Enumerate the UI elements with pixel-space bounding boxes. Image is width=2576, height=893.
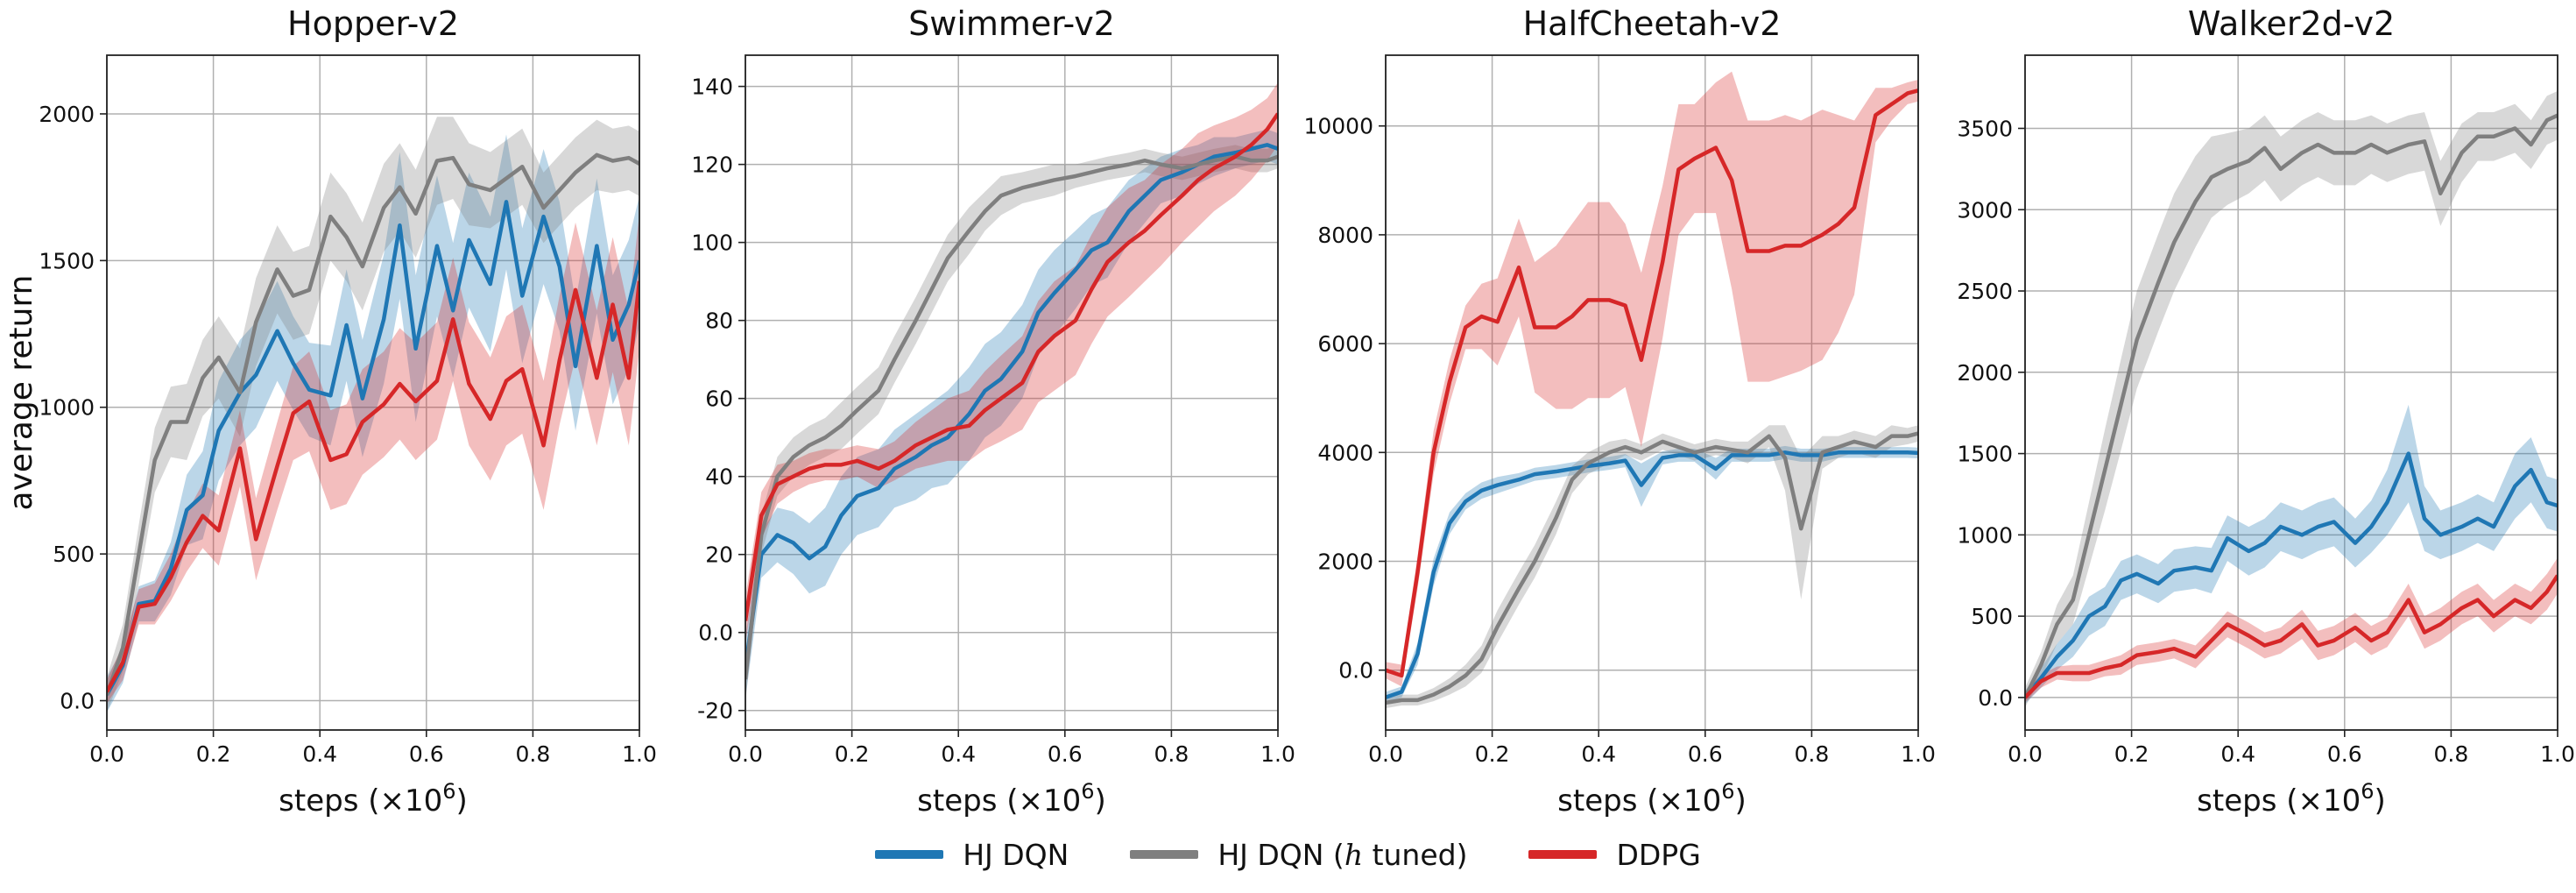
y-tick-label: 2000 bbox=[1317, 549, 1373, 575]
y-tick-label: 0.0 bbox=[1978, 685, 2013, 711]
y-tick-label: 500 bbox=[1971, 604, 2013, 629]
y-tick-label: 0.0 bbox=[60, 689, 95, 714]
y-tick-label: 20 bbox=[705, 542, 733, 568]
legend-item-hj-dqn: HJ DQN bbox=[875, 838, 1069, 872]
legend-swatch bbox=[875, 850, 944, 859]
series-band bbox=[107, 134, 639, 712]
chart-panel-4: 0.0 0.2 0.4 0.6 0.8 1.0 0.0 500 1000 1500 2000 2500… bbox=[1957, 4, 2575, 819]
y-tick-label: 1000 bbox=[39, 395, 95, 421]
series-band bbox=[745, 145, 1278, 703]
y-tick-label: 2500 bbox=[1957, 279, 2013, 304]
x-tick-label: 1.0 bbox=[1901, 741, 1936, 767]
series-line bbox=[107, 280, 639, 693]
y-tick-label: 1500 bbox=[1957, 442, 2013, 467]
y-tick-label: 60 bbox=[705, 386, 733, 412]
series-band bbox=[1386, 71, 1918, 687]
series-band bbox=[2025, 90, 2558, 708]
y-tick-label: 120 bbox=[691, 152, 733, 178]
plot-frame bbox=[106, 54, 640, 731]
y-tick-label: 0.0 bbox=[1338, 658, 1373, 684]
y-tick-label: 2000 bbox=[1957, 360, 2013, 386]
legend-swatch bbox=[1130, 850, 1199, 859]
legend-label: DDPG bbox=[1616, 837, 1701, 872]
y-tick-label: 3500 bbox=[1957, 116, 2013, 141]
y-tick-label: 0.0 bbox=[698, 620, 733, 646]
series-line bbox=[2025, 574, 2558, 699]
y-tick-label: 2000 bbox=[39, 102, 95, 127]
chart-panel-3: 0.0 0.2 0.4 0.6 0.8 1.0 0.0 2000 4000 6000 8000 100… bbox=[1303, 4, 1935, 819]
x-tick-label: 1.0 bbox=[2540, 741, 2575, 767]
plot-frame bbox=[745, 54, 1279, 731]
x-tick-label: 0.2 bbox=[196, 741, 231, 767]
y-tick-label: 10000 bbox=[1303, 114, 1373, 139]
x-tick-label: 0.0 bbox=[89, 741, 124, 767]
legend: HJ DQN HJ DQN (h tuned) DDPG bbox=[0, 824, 2576, 885]
series-line bbox=[2025, 451, 2558, 699]
series-line bbox=[1386, 450, 1918, 699]
y-tick-label: 500 bbox=[53, 542, 95, 567]
x-tick-label: 0.0 bbox=[728, 741, 763, 767]
series-line bbox=[107, 200, 639, 696]
x-tick-label: 0.6 bbox=[2327, 741, 2362, 767]
y-axis-label: average return bbox=[4, 275, 39, 511]
x-axis-label: steps (×106) bbox=[279, 779, 468, 819]
x-tick-label: 0.2 bbox=[835, 741, 870, 767]
series-line bbox=[2025, 113, 2558, 698]
y-tick-label: 40 bbox=[705, 464, 733, 490]
figure: 0.0 0.2 0.4 0.6 0.8 1.0 0.0 500 1000 1500 2000 Hopp… bbox=[4, 4, 2575, 819]
legend-label: HJ DQN bbox=[963, 837, 1069, 872]
x-tick-label: 0.6 bbox=[1048, 741, 1083, 767]
series-band bbox=[1386, 445, 1918, 703]
x-tick-label: 1.0 bbox=[1260, 741, 1295, 767]
y-tick-label: 8000 bbox=[1317, 223, 1373, 248]
legend-swatch bbox=[1528, 850, 1598, 859]
series-line bbox=[1386, 89, 1918, 678]
legend-label: HJ DQN (h tuned) bbox=[1217, 837, 1468, 872]
x-tick-label: 0.6 bbox=[1688, 741, 1723, 767]
series-line bbox=[745, 154, 1278, 680]
x-tick-label: 0.0 bbox=[2008, 741, 2043, 767]
x-tick-label: 0.4 bbox=[1581, 741, 1616, 767]
series-line bbox=[1386, 431, 1918, 705]
x-tick-label: 0.4 bbox=[941, 741, 976, 767]
legend-item-hj-dqn-h-tuned: HJ DQN (h tuned) bbox=[1130, 838, 1467, 872]
x-tick-label: 0.2 bbox=[1475, 741, 1510, 767]
x-tick-label: 0.6 bbox=[409, 741, 444, 767]
x-axis-label: steps (×106) bbox=[1557, 779, 1747, 819]
chart-title: Swimmer-v2 bbox=[908, 4, 1115, 43]
x-tick-label: 0.4 bbox=[302, 741, 337, 767]
chart-title: Walker2d-v2 bbox=[2188, 4, 2395, 43]
series-band bbox=[107, 213, 639, 704]
x-tick-label: 0.8 bbox=[1795, 741, 1830, 767]
y-tick-label: 1500 bbox=[39, 248, 95, 273]
x-tick-label: 0.2 bbox=[2114, 741, 2149, 767]
x-axis-label: steps (×106) bbox=[2197, 779, 2386, 819]
y-tick-label: 80 bbox=[705, 308, 733, 334]
chart-title: Hopper-v2 bbox=[287, 4, 459, 43]
x-tick-label: 0.4 bbox=[2220, 741, 2255, 767]
y-tick-label: 100 bbox=[691, 230, 733, 256]
y-tick-label: 1000 bbox=[1957, 522, 2013, 548]
plot-frame bbox=[1385, 54, 1919, 731]
y-tick-label: 6000 bbox=[1317, 331, 1373, 357]
y-tick-label: -20 bbox=[697, 698, 733, 724]
x-axis-label: steps (×106) bbox=[917, 779, 1106, 819]
plot-frame bbox=[2024, 54, 2558, 731]
chart-panel-2: 0.0 0.2 0.4 0.6 0.8 1.0 -20 0.0 20 40 60 80 100 120 14… bbox=[691, 4, 1295, 819]
x-tick-label: 0.0 bbox=[1368, 741, 1403, 767]
series-line bbox=[107, 152, 639, 696]
y-tick-label: 140 bbox=[691, 74, 733, 100]
series-line bbox=[745, 112, 1278, 621]
x-tick-label: 1.0 bbox=[622, 741, 657, 767]
chart-title: HalfCheetah-v2 bbox=[1523, 4, 1782, 43]
x-tick-label: 0.8 bbox=[516, 741, 551, 767]
series-band bbox=[2025, 404, 2558, 705]
x-tick-label: 0.8 bbox=[1154, 741, 1189, 767]
y-tick-label: 4000 bbox=[1317, 440, 1373, 465]
x-tick-label: 0.8 bbox=[2434, 741, 2469, 767]
legend-item-ddpg: DDPG bbox=[1528, 837, 1701, 872]
chart-panel-1: 0.0 0.2 0.4 0.6 0.8 1.0 0.0 500 1000 1500 2000 Hopp… bbox=[39, 4, 657, 819]
y-tick-label: 3000 bbox=[1957, 197, 2013, 223]
